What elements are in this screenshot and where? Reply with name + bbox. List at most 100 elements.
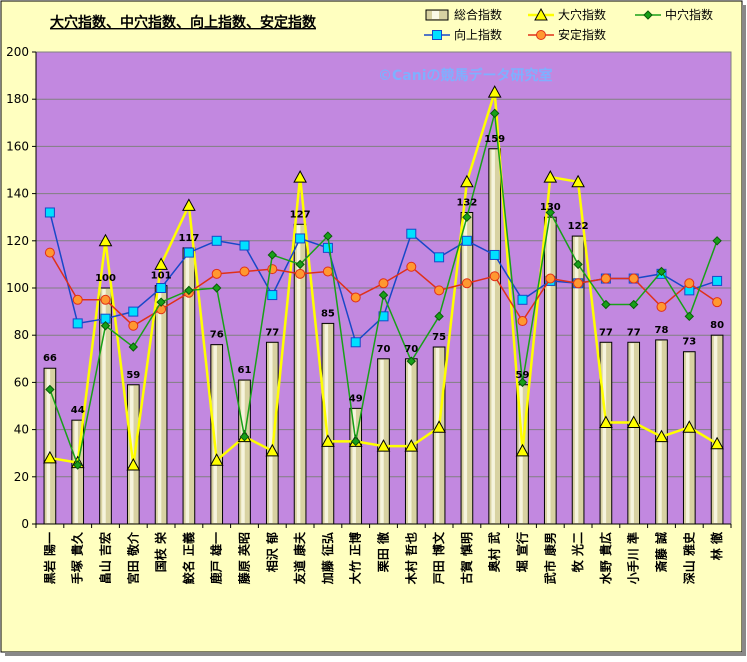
bar-data-label: 80 bbox=[710, 320, 724, 331]
marker-square bbox=[183, 247, 194, 258]
x-tick-label: 藤原 英昭 bbox=[237, 532, 252, 585]
legend-label: 中穴指数 bbox=[665, 7, 713, 22]
marker-triangle bbox=[321, 434, 335, 447]
bar-data-label: 73 bbox=[682, 337, 696, 348]
marker-square bbox=[406, 228, 417, 239]
marker-square bbox=[461, 235, 472, 246]
marker-circle bbox=[600, 273, 611, 284]
legend-item: 総合指数 bbox=[425, 7, 502, 22]
marker-triangle bbox=[376, 439, 391, 452]
marker-circle bbox=[684, 278, 695, 289]
marker-diamond bbox=[295, 259, 305, 270]
marker-circle bbox=[322, 266, 333, 277]
bar-data-label: 66 bbox=[43, 353, 57, 364]
y-tick-label: 40 bbox=[14, 423, 29, 437]
marker-square bbox=[432, 30, 442, 40]
series-circle bbox=[44, 247, 723, 331]
marker-square bbox=[322, 242, 333, 253]
bar-highlight bbox=[658, 340, 662, 523]
x-tick-label: 牧 光二 bbox=[570, 532, 585, 572]
marker-circle bbox=[350, 292, 361, 303]
marker-diamond bbox=[184, 285, 194, 296]
marker-diamond bbox=[406, 356, 417, 366]
bar-data-label: 122 bbox=[568, 221, 589, 232]
bar-data-label: 59 bbox=[516, 370, 530, 381]
marker-triangle bbox=[293, 170, 307, 183]
y-tick-label: 140 bbox=[6, 187, 29, 201]
marker-diamond bbox=[573, 259, 583, 270]
bar-highlight bbox=[491, 149, 495, 523]
marker-square bbox=[267, 290, 278, 301]
x-tick-label: 堀 宣行 bbox=[515, 532, 530, 572]
legend-item: 大穴指数 bbox=[528, 7, 606, 22]
marker-circle bbox=[211, 268, 222, 279]
legend-label: 大穴指数 bbox=[558, 7, 606, 22]
marker-diamond bbox=[100, 321, 111, 331]
marker-diamond bbox=[545, 207, 556, 218]
bar-data-label: 127 bbox=[290, 209, 311, 220]
marker-circle bbox=[656, 301, 667, 312]
bars-layer bbox=[43, 148, 724, 525]
marker-diamond bbox=[434, 311, 444, 322]
marker-circle bbox=[545, 273, 556, 284]
bar-highlight bbox=[380, 359, 384, 523]
bar-highlight bbox=[686, 352, 690, 523]
marker-circle bbox=[72, 294, 83, 305]
marker-triangle bbox=[599, 415, 613, 429]
bar-data-label: 75 bbox=[432, 332, 446, 343]
marker-diamond bbox=[350, 436, 361, 447]
marker-diamond bbox=[462, 212, 472, 222]
bar-data-label: 70 bbox=[377, 344, 391, 355]
legend-label: 向上指数 bbox=[454, 27, 502, 42]
bar-highlight bbox=[630, 343, 634, 523]
marker-diamond bbox=[517, 377, 528, 388]
bar-data-label: 61 bbox=[238, 365, 252, 376]
chart-shadow-right bbox=[742, 5, 746, 656]
marker-triangle bbox=[654, 429, 669, 443]
bar-highlight bbox=[435, 348, 440, 523]
x-tick-label: 畠山 吉宏 bbox=[98, 532, 113, 584]
legend-swatch-highlight bbox=[432, 11, 439, 19]
y-tick-label: 100 bbox=[6, 281, 29, 295]
marker-square bbox=[489, 249, 500, 260]
bar-data-label: 77 bbox=[599, 327, 613, 338]
bar-highlight bbox=[352, 409, 356, 523]
marker-diamond bbox=[72, 460, 83, 470]
marker-diamond bbox=[601, 299, 611, 310]
bar-data-label: 100 bbox=[95, 273, 116, 284]
marker-circle bbox=[128, 320, 139, 331]
marker-square bbox=[295, 233, 306, 244]
marker-circle bbox=[573, 278, 584, 289]
data-labels-layer: 66 44 100 59 101 117 76 61 77 127 85 49 70 70 75 132 159… bbox=[43, 134, 724, 416]
bar-data-label: 78 bbox=[655, 325, 669, 336]
marker-circle bbox=[406, 261, 417, 272]
x-tick-label: 木村 哲也 bbox=[403, 532, 418, 585]
marker-square bbox=[239, 240, 250, 251]
marker-square bbox=[712, 275, 723, 286]
y-tick-label: 120 bbox=[6, 234, 29, 248]
bar-highlight bbox=[185, 248, 190, 523]
bar-highlight bbox=[713, 336, 718, 523]
marker-triangle bbox=[404, 439, 419, 452]
marker-circle bbox=[628, 273, 639, 284]
marker-triangle bbox=[571, 174, 585, 188]
y-tick-label: 80 bbox=[14, 328, 29, 342]
marker-triangle bbox=[265, 443, 280, 457]
marker-triangle bbox=[682, 420, 697, 433]
marker-triangle bbox=[432, 420, 446, 433]
x-tick-label: 武市 康男 bbox=[542, 532, 557, 584]
x-tick-label: 宮田 敬介 bbox=[125, 531, 140, 584]
x-axis: 黒岩 陽一 手塚 貴久 畠山 吉宏 宮田 敬介 国枝 栄鮫名 正義 鹿戸 雄一 藤原 英昭相… bbox=[35, 523, 732, 585]
bar-data-label: 85 bbox=[321, 308, 335, 319]
bar-data-label: 76 bbox=[210, 330, 224, 341]
bar-highlight bbox=[296, 225, 301, 523]
marker-diamond bbox=[211, 283, 222, 293]
x-tick-label: 黒岩 陽一 bbox=[42, 532, 57, 584]
bar-data-label: 77 bbox=[265, 327, 279, 338]
lines-layer bbox=[43, 85, 724, 471]
y-tick-label: 20 bbox=[14, 470, 29, 484]
marker-triangle bbox=[487, 85, 502, 98]
x-tick-label: 深山 雅史 bbox=[681, 531, 696, 584]
